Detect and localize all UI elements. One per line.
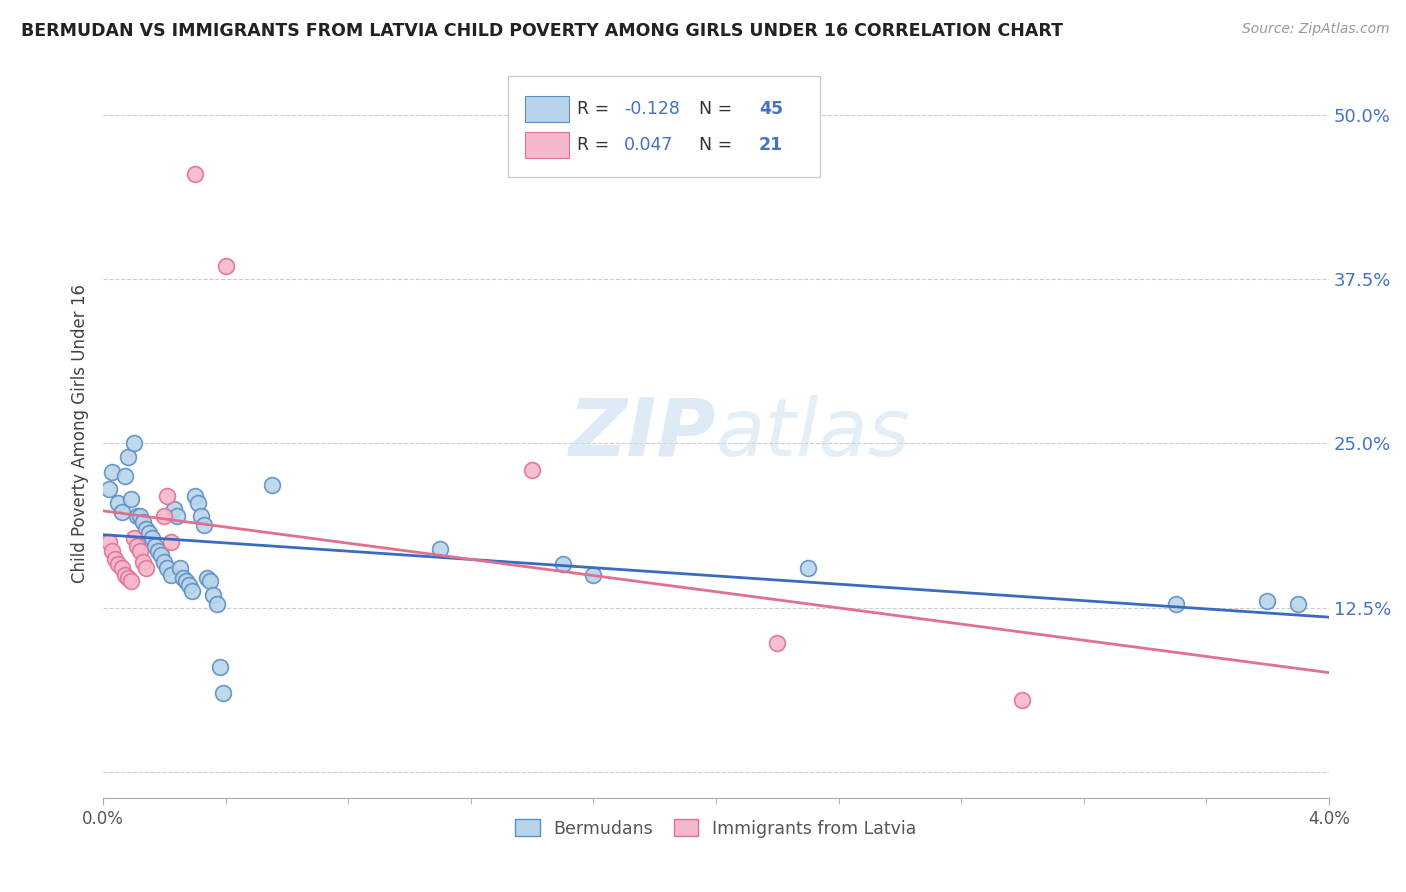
Legend: Bermudans, Immigrants from Latvia: Bermudans, Immigrants from Latvia (509, 813, 924, 845)
Text: N =: N = (688, 136, 738, 154)
Point (153, 508, 176, 523)
Point (172, 570, 194, 584)
Text: -0.128: -0.128 (624, 100, 681, 118)
Point (202, 588, 225, 602)
Point (148, 544, 170, 558)
Point (98, 535, 121, 549)
Point (125, 539, 148, 553)
Point (162, 502, 184, 516)
Point (156, 561, 179, 575)
Point (135, 561, 157, 575)
Point (159, 535, 181, 549)
Point (114, 469, 136, 483)
Point (260, 478, 283, 492)
Point (1011, 693, 1033, 707)
Point (184, 167, 207, 181)
Text: R =: R = (578, 100, 616, 118)
Point (582, 567, 605, 582)
Point (215, 259, 238, 273)
Text: R =: R = (578, 136, 616, 154)
Text: atlas: atlas (716, 394, 911, 473)
Text: N =: N = (688, 100, 738, 118)
Point (104, 552, 127, 566)
Point (159, 567, 181, 582)
Point (101, 544, 124, 558)
Text: BERMUDAN VS IMMIGRANTS FROM LATVIA CHILD POVERTY AMONG GIRLS UNDER 16 CORRELATIO: BERMUDAN VS IMMIGRANTS FROM LATVIA CHILD… (21, 22, 1063, 40)
Point (1256, 594, 1278, 608)
Point (107, 558, 129, 572)
Point (177, 578, 200, 592)
Point (132, 516, 155, 530)
Point (181, 583, 204, 598)
Text: ZIP: ZIP (568, 394, 716, 473)
Point (195, 570, 218, 584)
Point (120, 574, 142, 589)
Point (156, 489, 179, 503)
Point (125, 508, 148, 523)
Point (129, 544, 152, 558)
Point (110, 561, 132, 575)
Point (174, 574, 197, 589)
Point (101, 465, 124, 479)
Point (193, 517, 215, 532)
Point (117, 450, 139, 464)
Point (169, 561, 191, 575)
Point (520, 463, 543, 477)
Point (190, 508, 212, 523)
Point (122, 436, 145, 450)
Point (129, 508, 152, 523)
Point (141, 531, 163, 545)
Point (200, 574, 222, 589)
FancyBboxPatch shape (524, 132, 569, 158)
Text: Source: ZipAtlas.com: Source: ZipAtlas.com (1241, 22, 1389, 37)
FancyBboxPatch shape (508, 76, 820, 177)
Point (114, 567, 136, 582)
Point (429, 541, 451, 556)
Point (138, 525, 160, 540)
Point (797, 561, 820, 575)
Point (1164, 597, 1187, 611)
Point (122, 531, 145, 545)
Point (117, 570, 139, 584)
Point (150, 548, 173, 562)
Point (551, 558, 574, 572)
Point (187, 495, 209, 509)
Point (120, 491, 142, 506)
Point (184, 489, 207, 503)
Point (166, 508, 188, 523)
Point (98, 483, 121, 497)
Point (132, 555, 155, 569)
Point (766, 636, 789, 650)
Text: 0.047: 0.047 (624, 136, 673, 154)
Point (153, 555, 176, 569)
Point (135, 522, 157, 536)
Point (208, 660, 231, 674)
Point (1286, 597, 1309, 611)
Point (110, 505, 132, 519)
Point (107, 495, 129, 509)
Text: 45: 45 (759, 100, 783, 118)
Point (211, 686, 233, 700)
FancyBboxPatch shape (524, 95, 569, 122)
Y-axis label: Child Poverty Among Girls Under 16: Child Poverty Among Girls Under 16 (72, 284, 89, 583)
Point (205, 597, 228, 611)
Point (143, 539, 166, 553)
Text: 21: 21 (759, 136, 783, 154)
